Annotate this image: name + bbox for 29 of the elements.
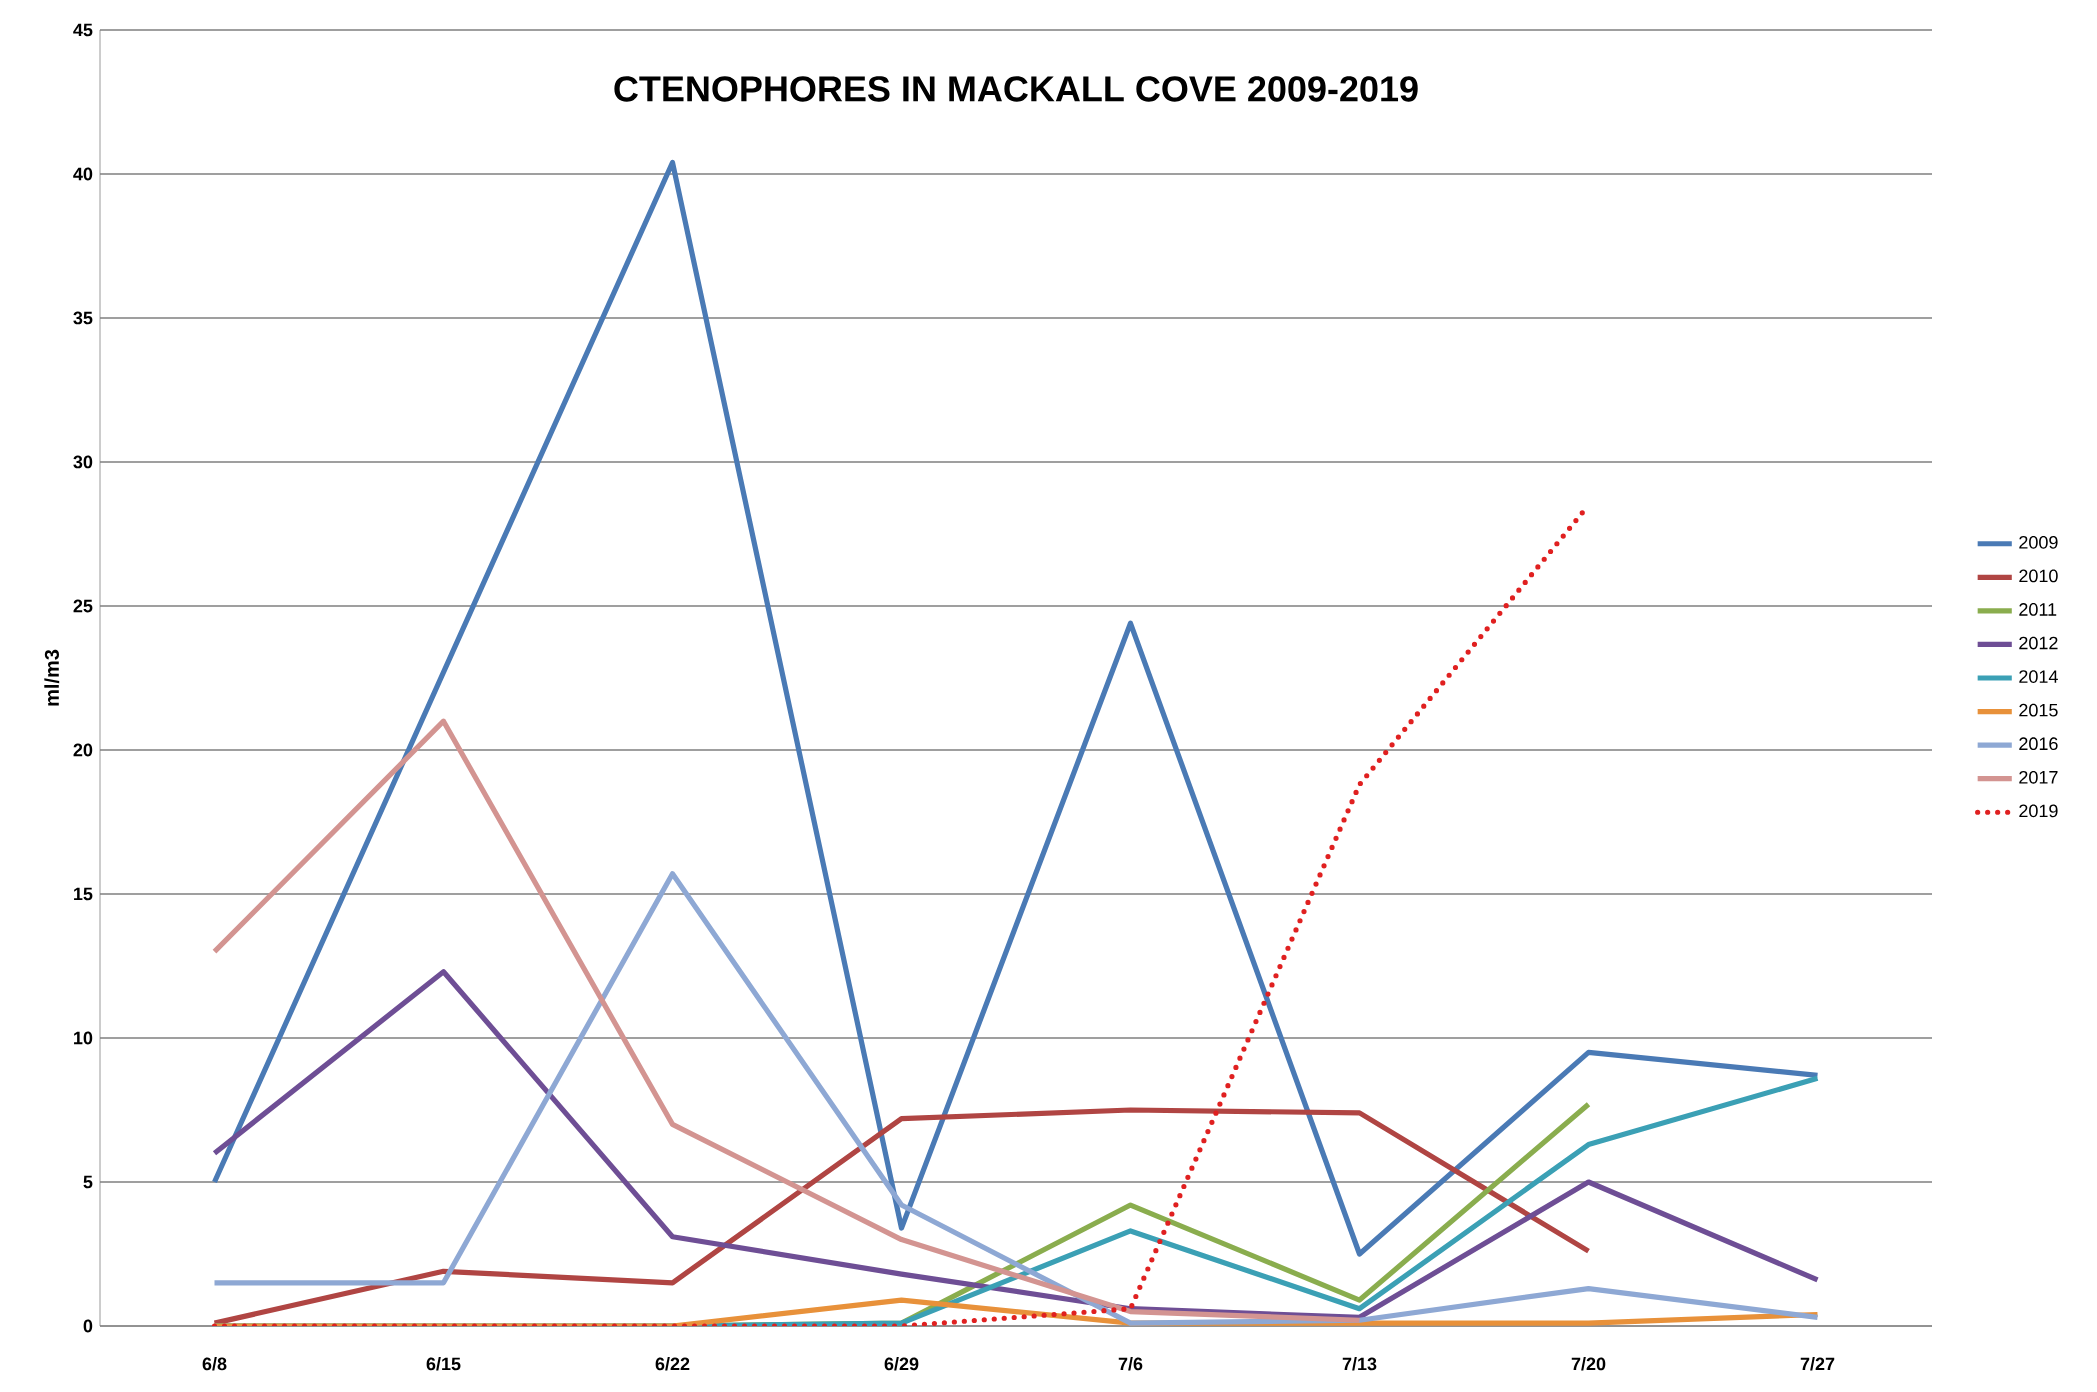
y-tick-label: 25 [73, 599, 93, 613]
legend-label: 2017 [2019, 770, 2058, 784]
x-tick-label: 6/15 [426, 1357, 461, 1371]
y-tick-label: 0 [83, 1319, 93, 1333]
x-tick-label: 7/27 [1800, 1357, 1835, 1371]
legend-label: 2012 [2019, 636, 2058, 650]
y-tick-label: 15 [74, 887, 93, 901]
x-tick-label: 6/29 [884, 1357, 919, 1371]
x-tick-label: 6/22 [655, 1357, 690, 1371]
legend-label: 2009 [2019, 535, 2058, 549]
y-tick-label: 35 [73, 311, 93, 325]
x-tick-label: 7/13 [1342, 1357, 1377, 1371]
x-tick-label: 7/6 [1118, 1357, 1143, 1371]
legend-label: 2011 [2019, 603, 2057, 616]
y-tick-label: 45 [73, 23, 93, 37]
text: CTENOPHORES IN MACKALL COVE 2009-2019 [614, 76, 1418, 102]
legend-label: 2019 [2019, 804, 2058, 818]
legend-label: 2016 [2019, 737, 2058, 751]
y-axis-title: ml/m3 [44, 649, 60, 706]
x-tick-label: 6/8 [202, 1357, 227, 1371]
x-tick-label: 7/20 [1571, 1357, 1606, 1371]
y-tick-label: 30 [73, 455, 93, 469]
legend-label: 2015 [2019, 703, 2058, 717]
y-tick-label: 5 [83, 1175, 93, 1189]
legend-label: 2010 [2019, 569, 2058, 583]
y-tick-label: 20 [73, 743, 93, 757]
y-tick-label: 10 [74, 1031, 93, 1045]
legend-label: 2014 [2019, 670, 2058, 683]
y-tick-label: 40 [73, 167, 93, 181]
